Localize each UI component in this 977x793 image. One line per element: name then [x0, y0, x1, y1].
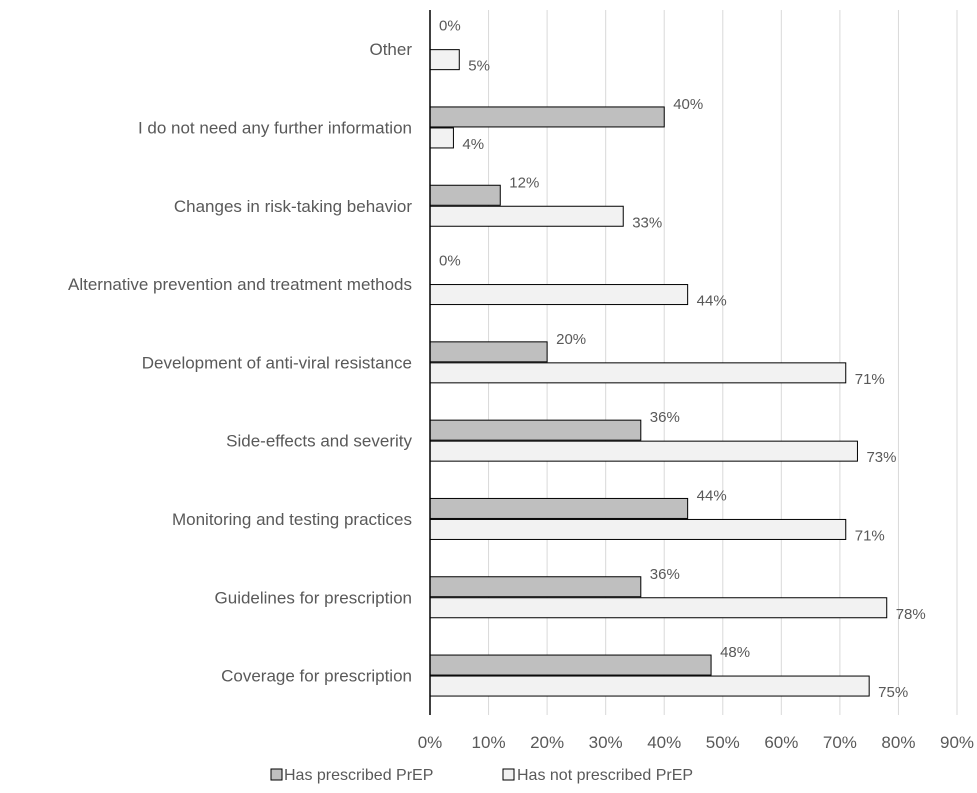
bar [429, 49, 460, 71]
data-label: 0% [439, 253, 461, 270]
legend-swatch-has-prescribed [270, 768, 283, 781]
data-label: 44% [697, 293, 727, 310]
legend: Has prescribed PrEP Has not prescribed P… [270, 767, 693, 784]
data-label: 40% [673, 96, 703, 113]
bar [429, 497, 689, 519]
bar [429, 419, 642, 441]
data-label: 20% [556, 331, 586, 348]
x-tick-label: 0% [418, 733, 443, 752]
data-labels: 0% 5% 40% 4% 12% 33% 0% 44% 20% 71% 36% 73% 44% 71% 36… [439, 18, 926, 701]
data-label: 48% [720, 644, 750, 661]
bar [429, 205, 624, 227]
data-label: 36% [650, 409, 680, 426]
legend-swatch-has-not-prescribed [502, 768, 515, 781]
bar [429, 518, 847, 540]
category-label: Changes in risk-taking behavior [174, 197, 412, 216]
x-tick-label: 50% [706, 733, 740, 752]
bar [429, 341, 548, 363]
bar [429, 284, 689, 306]
data-label: 0% [439, 18, 461, 35]
legend-label-has-prescribed: Has prescribed PrEP [284, 767, 433, 784]
category-label: Other [369, 40, 412, 59]
category-label: Development of anti-viral resistance [142, 353, 412, 372]
data-label: 36% [650, 566, 680, 583]
bar [429, 675, 870, 697]
data-label: 12% [509, 174, 539, 191]
category-label: Monitoring and testing practices [172, 510, 412, 529]
x-tick-label: 80% [881, 733, 915, 752]
bar [429, 106, 665, 128]
legend-label-has-not-prescribed: Has not prescribed PrEP [517, 767, 693, 784]
x-tick-label: 10% [472, 733, 506, 752]
x-tick-label: 20% [530, 733, 564, 752]
x-tick-labels: 0% 10% 20% 30% 40% 50% 60% 70% 80% 90% [418, 733, 974, 752]
category-labels: Other I do not need any further informati… [68, 40, 412, 685]
category-label: Coverage for prescription [221, 667, 412, 686]
category-label: Side-effects and severity [226, 432, 412, 451]
x-tick-label: 30% [589, 733, 623, 752]
data-label: 33% [632, 214, 662, 231]
category-label: I do not need any further information [138, 118, 412, 137]
bar [429, 654, 712, 676]
bar [429, 362, 847, 384]
x-tick-label: 60% [764, 733, 798, 752]
bars [429, 49, 888, 697]
category-label: Guidelines for prescription [215, 588, 412, 607]
data-label: 71% [855, 371, 885, 388]
data-label: 78% [896, 606, 926, 623]
data-label: 73% [866, 449, 896, 466]
data-label: 4% [462, 136, 484, 153]
bar [429, 576, 642, 598]
category-label: Alternative prevention and treatment met… [68, 275, 412, 294]
data-label: 44% [697, 487, 727, 504]
x-tick-label: 40% [647, 733, 681, 752]
data-label: 71% [855, 527, 885, 544]
data-label: 75% [878, 684, 908, 701]
data-label: 5% [468, 58, 490, 75]
bar [429, 597, 888, 619]
bar [429, 127, 454, 149]
bar [429, 184, 501, 206]
bar [429, 440, 858, 462]
x-tick-label: 70% [823, 733, 857, 752]
x-tick-label: 90% [940, 733, 974, 752]
